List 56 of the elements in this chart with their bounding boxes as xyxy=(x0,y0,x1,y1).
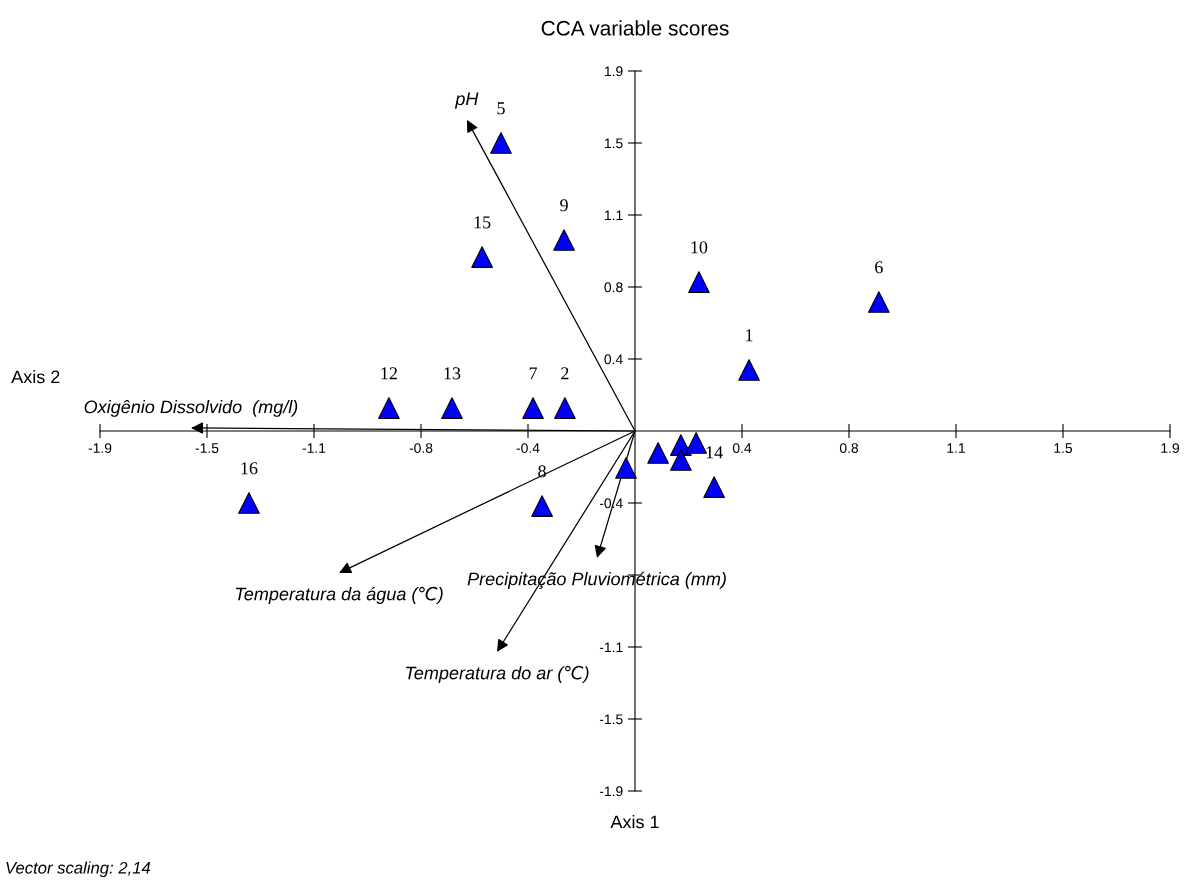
x-tick-label: 0.4 xyxy=(732,443,752,454)
annotation: 12 xyxy=(381,367,397,380)
annotation: 8 xyxy=(538,465,546,478)
annotation: Temperatura da água (℃) xyxy=(236,586,443,604)
text: Vector scaling: 2,14 xyxy=(6,861,151,877)
point xyxy=(867,291,890,313)
x-tick-label: 0.8 xyxy=(839,443,859,454)
point xyxy=(738,359,760,381)
x-tick-label: -1.5 xyxy=(195,443,219,454)
point xyxy=(490,132,512,154)
annotation: 2 xyxy=(561,367,569,380)
x-tick-label: -1.9 xyxy=(88,443,112,454)
x-tick-label: 1.9 xyxy=(1161,443,1179,454)
y-tick-label: -1.9 xyxy=(599,786,623,797)
x-tick-label: 1.1 xyxy=(947,443,965,453)
point xyxy=(647,442,669,464)
annotation: 1 xyxy=(746,329,753,342)
point xyxy=(615,457,637,479)
x-axis-title: Axis 1 xyxy=(610,814,659,829)
annotation: 13 xyxy=(444,367,461,380)
point xyxy=(554,397,576,419)
chart-title: CCA variable scores xyxy=(541,20,729,36)
point xyxy=(531,495,553,517)
point xyxy=(522,397,544,419)
annotation: 16 xyxy=(241,462,258,475)
point xyxy=(688,271,710,293)
annotation: 9 xyxy=(560,199,568,212)
annotation: 6 xyxy=(875,261,883,274)
point xyxy=(441,397,463,419)
annotation: 14 xyxy=(706,446,723,459)
y-axis-title: Axis 2 xyxy=(11,370,60,384)
y-tick-label: 1.5 xyxy=(604,138,623,149)
point xyxy=(703,476,725,498)
x-tick-label: -0.8 xyxy=(409,443,433,454)
y-tick-label: 1.9 xyxy=(604,66,623,77)
point xyxy=(670,449,692,471)
annotation: Oxigênio Dissolvido (mg/l) xyxy=(84,399,298,417)
point xyxy=(378,397,400,419)
y-tick-label: 0.8 xyxy=(604,282,623,293)
y-tick-label: -1.5 xyxy=(599,714,623,725)
annotation: 7 xyxy=(529,367,538,380)
annotation: pH xyxy=(454,92,479,109)
x-tick-label: -1.1 xyxy=(302,443,326,453)
y-tick-label: -1.1 xyxy=(599,642,623,653)
annotation: 5 xyxy=(497,102,505,115)
y-tick-label: 1.1 xyxy=(604,210,623,221)
x-tick-label: -0.4 xyxy=(516,443,540,454)
annotation: Temperatura do ar (℃) xyxy=(406,665,589,683)
point xyxy=(685,432,707,454)
x-tick-label: 1.5 xyxy=(1054,443,1073,454)
point xyxy=(238,492,260,514)
y-tick-label: 0.4 xyxy=(604,354,623,365)
annotation: 10 xyxy=(691,241,708,254)
annotation: 15 xyxy=(474,216,491,229)
point xyxy=(553,229,575,251)
point xyxy=(471,246,493,268)
